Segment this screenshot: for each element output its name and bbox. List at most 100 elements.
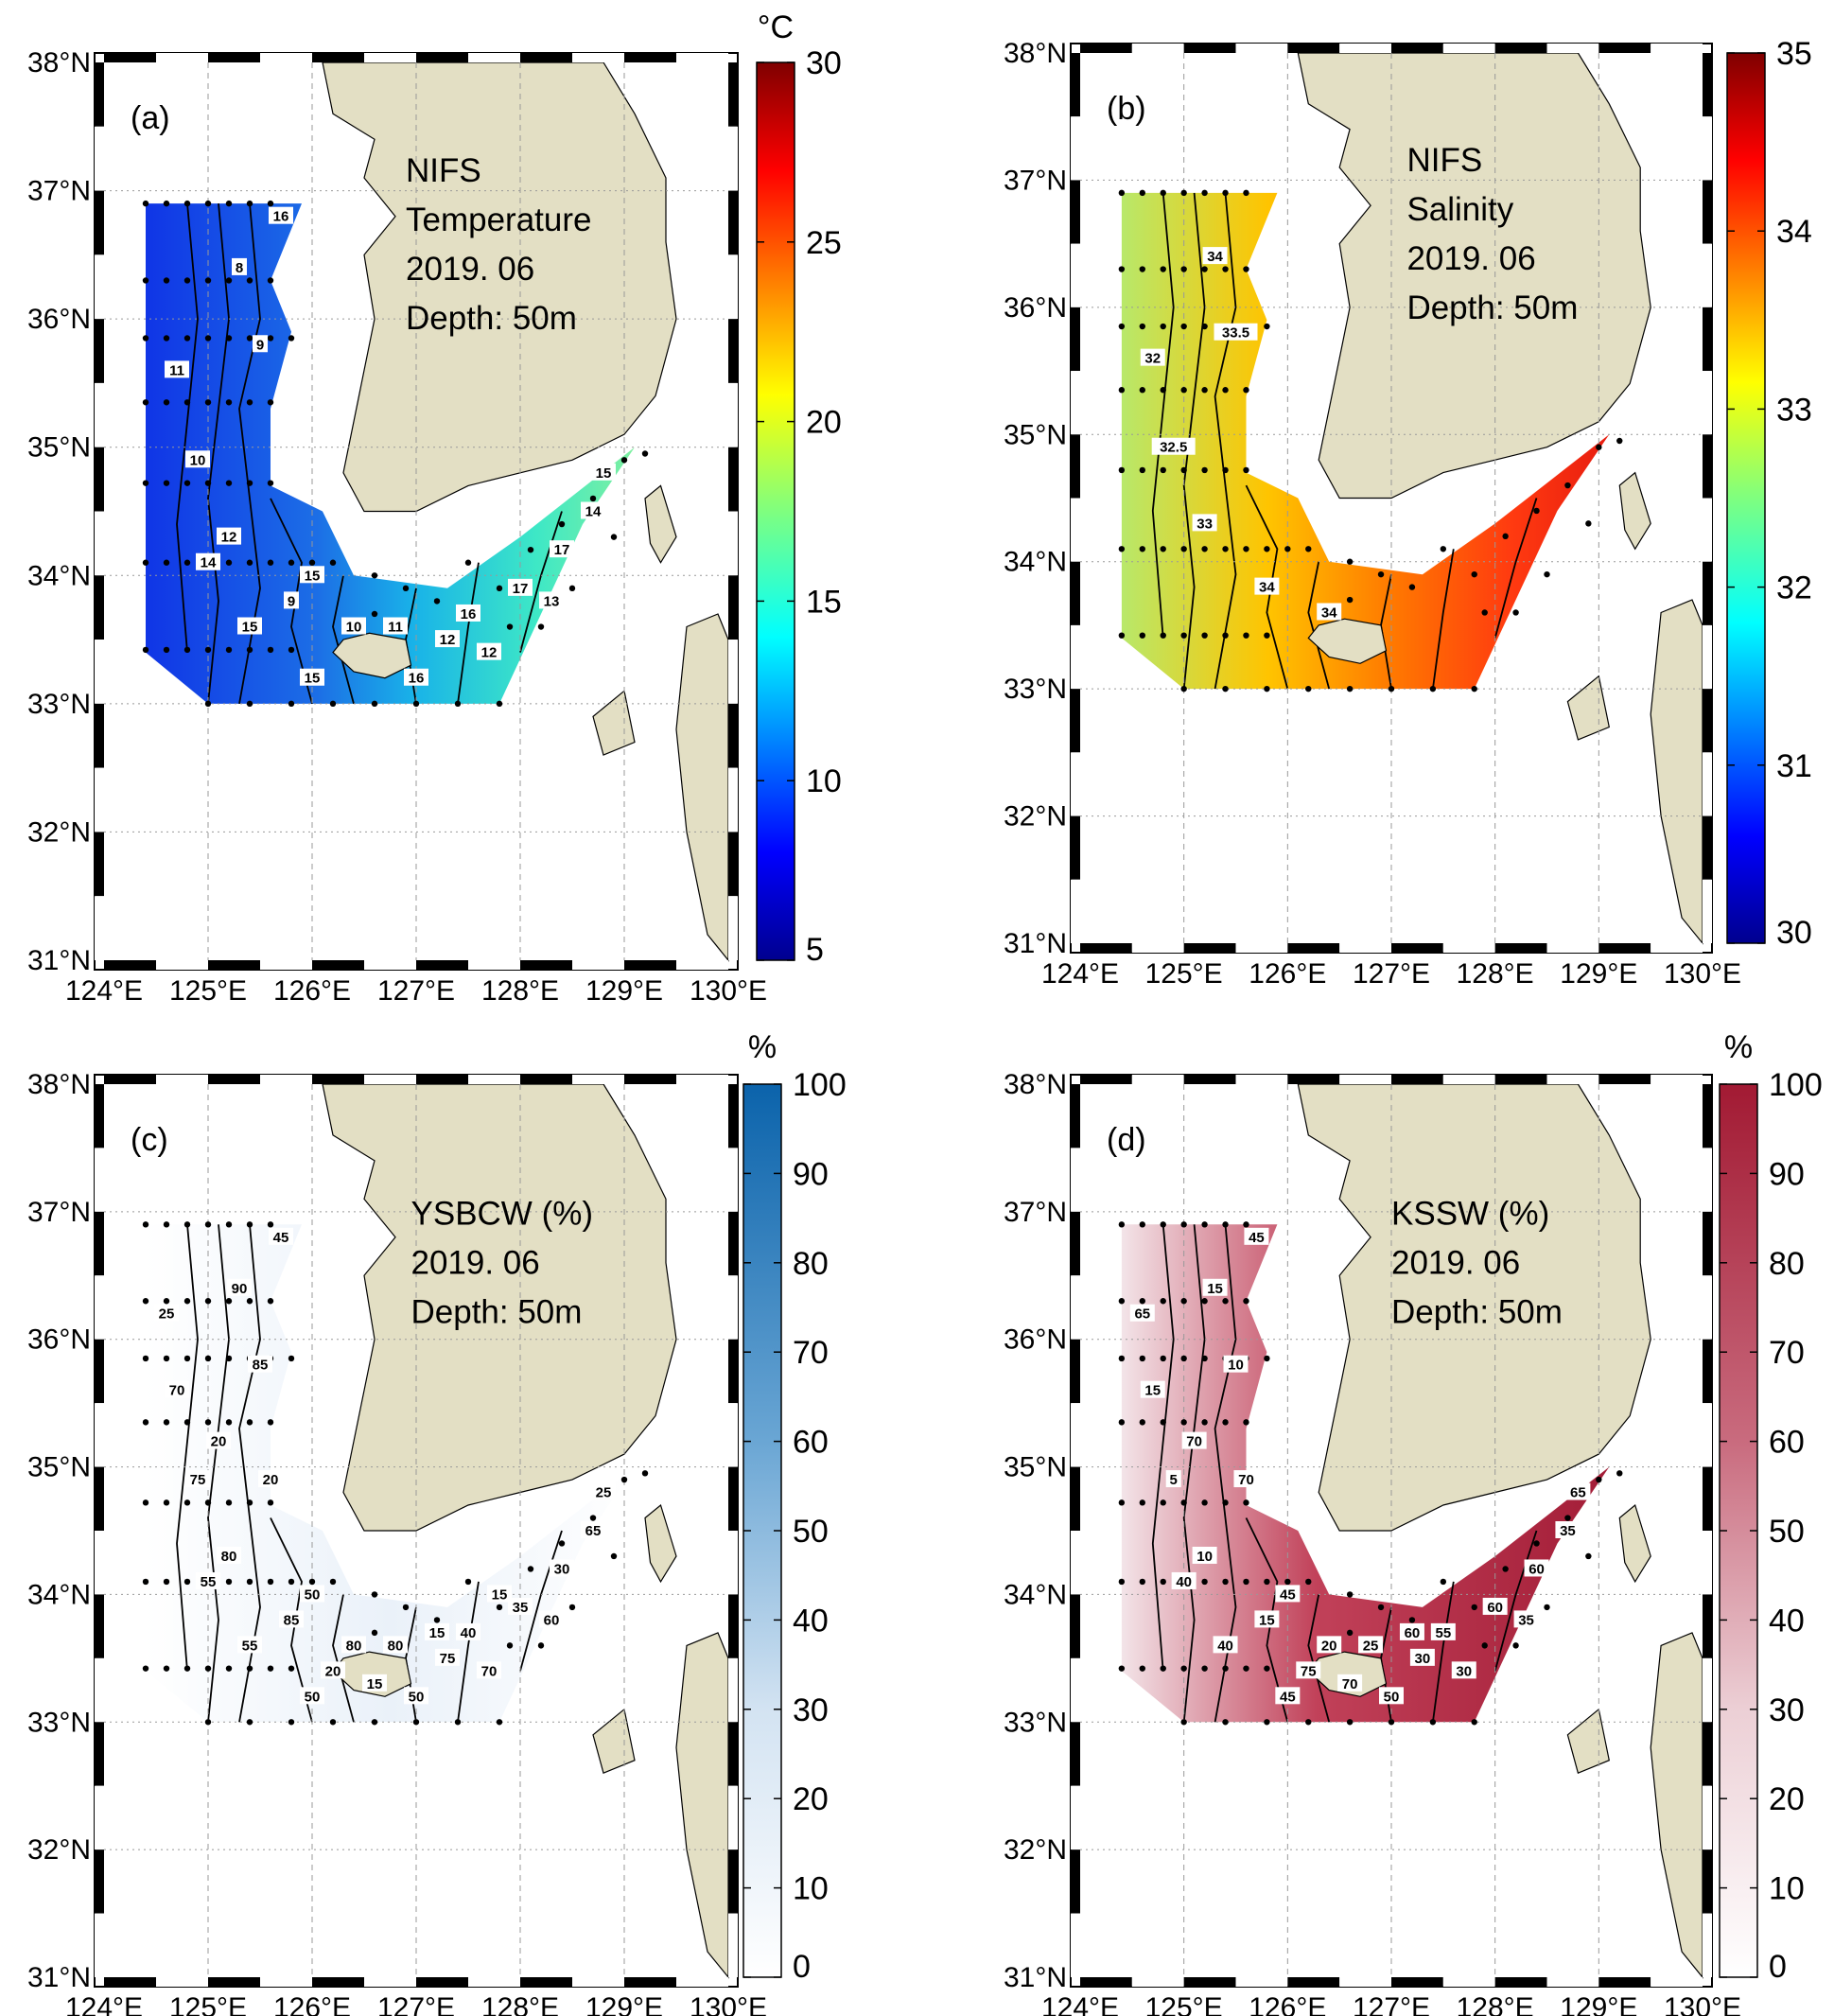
station-dot bbox=[204, 399, 212, 406]
frame-segment bbox=[1494, 943, 1547, 953]
station-dot bbox=[267, 277, 274, 284]
station-dot bbox=[142, 480, 149, 486]
station-dot bbox=[527, 546, 534, 553]
contour-label-bg bbox=[217, 527, 241, 545]
colorbar-tick-label: 50 bbox=[1769, 1514, 1805, 1550]
colorbar-tick-label: 35 bbox=[1776, 36, 1812, 72]
lat-tick-label: 31°N bbox=[1004, 928, 1067, 959]
station-dot bbox=[329, 559, 337, 566]
station-dot bbox=[1118, 1499, 1126, 1506]
contour-label: 20 bbox=[211, 1434, 227, 1450]
contour-label-bg bbox=[206, 1431, 231, 1449]
frame-segment bbox=[728, 1403, 738, 1467]
lon-tick-label: 130°E bbox=[1664, 1992, 1741, 2016]
contour-label: 16 bbox=[273, 209, 289, 225]
contour-label-bg bbox=[1171, 1571, 1196, 1589]
station-dot bbox=[1180, 189, 1187, 197]
frame-segment bbox=[1071, 1403, 1080, 1467]
contour-label-bg bbox=[435, 1648, 460, 1666]
station-dot bbox=[225, 1665, 233, 1672]
station-dot bbox=[610, 1552, 618, 1560]
lat-tick-label: 33°N bbox=[27, 689, 91, 720]
frame-segment bbox=[728, 1275, 738, 1340]
station-dot bbox=[1243, 466, 1249, 474]
station-dot bbox=[267, 1499, 274, 1506]
station-dot bbox=[1222, 546, 1229, 552]
station-dot bbox=[163, 1665, 170, 1672]
contour-label-bg bbox=[1555, 1521, 1581, 1538]
contour-label-bg bbox=[232, 257, 247, 275]
frame-segment bbox=[416, 1977, 468, 1987]
panel-annotation-line: 2019. 06 bbox=[1406, 240, 1535, 277]
frame-segment bbox=[1339, 44, 1391, 53]
frame-segment bbox=[1703, 180, 1712, 244]
lat-tick-label: 38°N bbox=[27, 1069, 91, 1100]
contour-label: 65 bbox=[1570, 1485, 1586, 1501]
frame-segment bbox=[728, 1466, 738, 1531]
station-dot bbox=[433, 598, 441, 605]
data-field bbox=[1121, 192, 1610, 690]
station-dot bbox=[225, 1578, 233, 1586]
colorbar-tick-label: 40 bbox=[793, 1603, 829, 1639]
station-dot bbox=[142, 1578, 149, 1586]
lat-tick-label: 35°N bbox=[27, 432, 91, 464]
lat-tick-label: 37°N bbox=[1004, 1197, 1067, 1228]
frame-segment bbox=[520, 1977, 572, 1987]
contour-label-bg bbox=[341, 617, 366, 635]
station-dot bbox=[1180, 1719, 1187, 1726]
station-dot bbox=[225, 399, 233, 406]
station-dot bbox=[1264, 685, 1270, 692]
station-dot bbox=[1160, 387, 1166, 394]
station-dot bbox=[1346, 1591, 1354, 1598]
station-dot bbox=[267, 559, 274, 566]
contour-label-bg bbox=[591, 463, 616, 481]
frame-segment bbox=[728, 1531, 738, 1595]
contour-label-bg bbox=[1140, 1380, 1165, 1398]
station-dot bbox=[1264, 546, 1270, 552]
frame-segment bbox=[1391, 943, 1443, 953]
contour-label: 15 bbox=[367, 1676, 383, 1692]
panel-annotation-line: Depth: 50m bbox=[1391, 1293, 1563, 1330]
panel-label: (c) bbox=[131, 1122, 168, 1158]
frame-segment bbox=[676, 53, 728, 62]
contour-label-bg bbox=[581, 1521, 605, 1538]
lon-tick-label: 125°E bbox=[1145, 1992, 1223, 2016]
contour-label-bg bbox=[508, 578, 533, 596]
frame-segment bbox=[1703, 1913, 1712, 1977]
contour-label-bg bbox=[1244, 1227, 1269, 1245]
station-dot bbox=[641, 450, 649, 457]
station-dot bbox=[1139, 546, 1146, 552]
contour-label-bg bbox=[1129, 1304, 1155, 1322]
lon-tick-label: 125°E bbox=[169, 975, 247, 1007]
frame-segment bbox=[728, 1084, 738, 1148]
station-dot bbox=[1118, 1298, 1126, 1305]
station-dot bbox=[1533, 1540, 1540, 1547]
frame-segment bbox=[1071, 752, 1080, 816]
contour-label: 16 bbox=[461, 606, 477, 622]
station-dot bbox=[163, 399, 170, 406]
frame-segment bbox=[95, 1722, 104, 1786]
frame-segment bbox=[1703, 879, 1712, 943]
station-dot bbox=[183, 646, 191, 654]
station-dot bbox=[204, 335, 212, 342]
contour-line bbox=[332, 575, 355, 705]
contour-label-bg bbox=[1181, 1431, 1207, 1449]
contour-label-bg bbox=[341, 1636, 366, 1654]
contour-label-bg bbox=[279, 1610, 304, 1628]
station-dot bbox=[163, 1221, 170, 1228]
contour-label: 15 bbox=[1259, 1612, 1275, 1628]
station-dot bbox=[1377, 1604, 1385, 1611]
contour-label-bg bbox=[1202, 1278, 1228, 1296]
contour-label-bg bbox=[404, 1687, 428, 1705]
station-dot bbox=[589, 495, 597, 502]
frame-segment bbox=[1287, 44, 1340, 53]
frame-segment bbox=[364, 1977, 416, 1987]
station-dot bbox=[142, 1665, 149, 1672]
contour-label: 45 bbox=[1280, 1689, 1296, 1705]
station-dot bbox=[1180, 632, 1187, 639]
contour-line bbox=[1182, 1224, 1206, 1723]
station-dot bbox=[1180, 1499, 1187, 1506]
contour-label: 15 bbox=[1207, 1281, 1223, 1297]
frame-segment bbox=[1442, 1977, 1495, 1987]
contour-label: 15 bbox=[305, 671, 321, 687]
